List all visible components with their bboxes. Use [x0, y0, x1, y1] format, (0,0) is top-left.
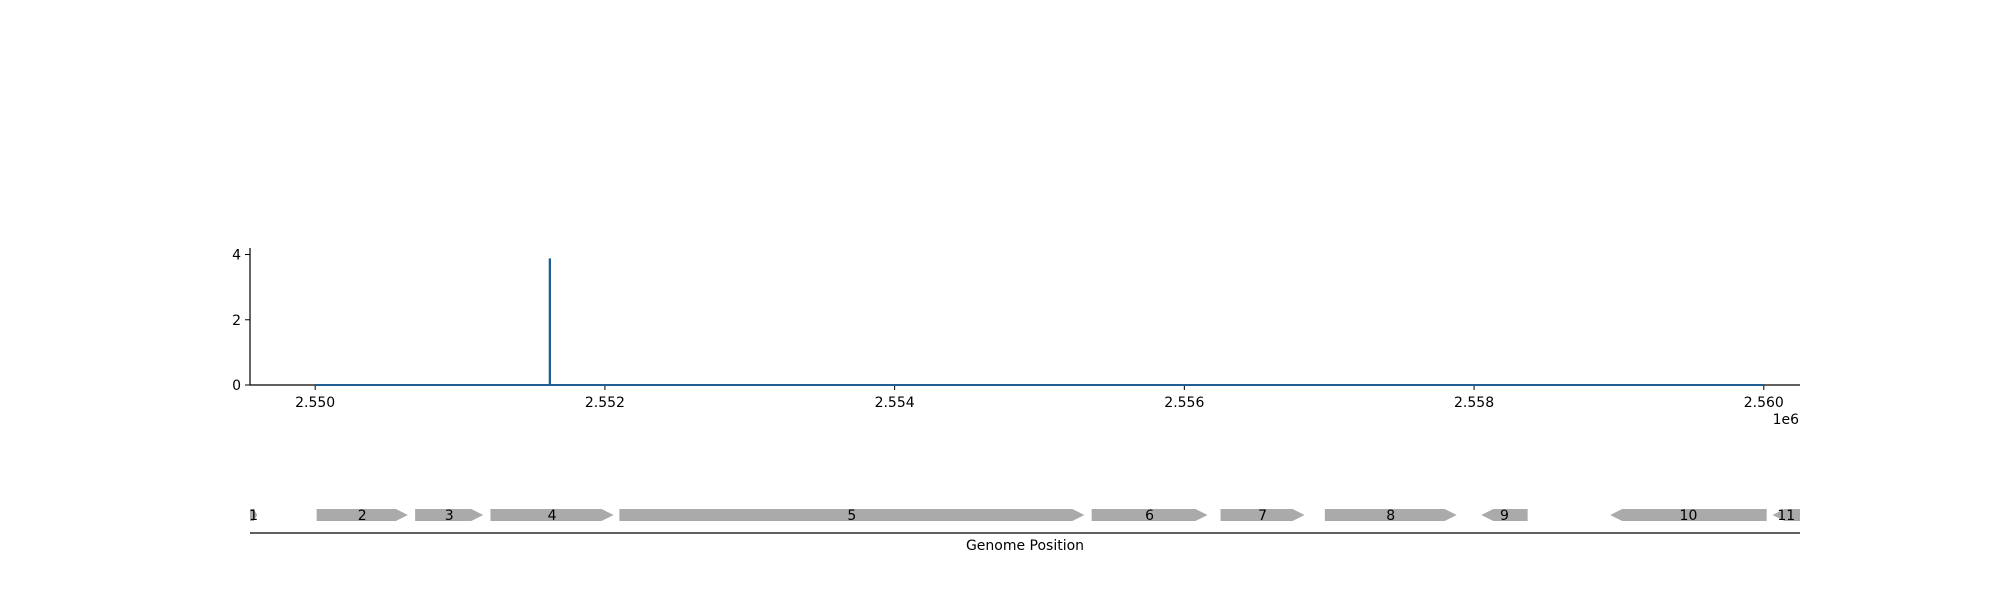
gene-label: 9	[1500, 508, 1509, 524]
x-tick-label: 2.550	[295, 395, 335, 411]
gene-label: 10	[1680, 508, 1698, 524]
gene-label: 8	[1386, 508, 1395, 524]
gene-arrow	[415, 509, 484, 521]
x-tick-label: 2.556	[1164, 395, 1204, 411]
gene-arrow	[490, 509, 614, 521]
gene-label: 3	[445, 508, 454, 524]
x-tick-label: 2.552	[585, 395, 625, 411]
gene-label: 6	[1145, 508, 1154, 524]
gene-label: 1	[249, 508, 258, 524]
gene-label: 4	[548, 508, 557, 524]
gene-label: 11	[1777, 508, 1795, 524]
gene-arrow	[1610, 509, 1767, 521]
coverage-plot: 2.550 2.552 2.554 2.556 2.558 2.560 0 2 4	[232, 248, 1800, 411]
gene-track-x-label: Genome Position	[966, 538, 1084, 554]
y-tick-label: 2	[232, 313, 241, 329]
x-tick-label: 2.558	[1454, 395, 1494, 411]
gene-arrow	[619, 509, 1085, 521]
gene-features	[250, 509, 1800, 521]
gene-label: 5	[847, 508, 856, 524]
gene-label: 2	[358, 508, 367, 524]
y-tick-label: 0	[232, 378, 241, 394]
gene-arrow	[1772, 509, 1800, 521]
gene-arrow	[1324, 509, 1457, 521]
gene-arrow	[316, 509, 408, 521]
gene-track: 1 2 3 4 5 6 7 8 9 10 11	[249, 508, 1800, 534]
gene-arrow	[1220, 509, 1305, 521]
coverage-series-line	[315, 258, 1764, 386]
x-tick-label: 2.554	[875, 395, 915, 411]
x-offset-label: 1e6	[1773, 412, 1800, 428]
gene-label: 7	[1258, 508, 1267, 524]
gene-arrow	[1091, 509, 1208, 521]
gene-arrow	[1481, 509, 1528, 521]
y-tick-label: 4	[232, 248, 241, 264]
gene-arrow	[250, 509, 258, 521]
x-tick-label: 2.560	[1744, 395, 1784, 411]
